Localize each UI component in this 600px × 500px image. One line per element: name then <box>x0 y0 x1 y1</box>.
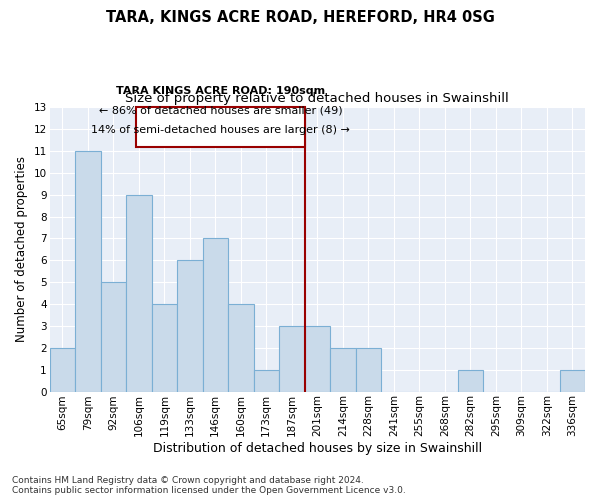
Bar <box>228 304 254 392</box>
Bar <box>101 282 126 392</box>
Bar <box>203 238 228 392</box>
Bar <box>152 304 177 392</box>
Bar <box>330 348 356 392</box>
Bar <box>560 370 585 392</box>
Bar <box>177 260 203 392</box>
Text: 14% of semi-detached houses are larger (8) →: 14% of semi-detached houses are larger (… <box>91 125 350 135</box>
Bar <box>279 326 305 392</box>
Text: Contains HM Land Registry data © Crown copyright and database right 2024.
Contai: Contains HM Land Registry data © Crown c… <box>12 476 406 495</box>
X-axis label: Distribution of detached houses by size in Swainshill: Distribution of detached houses by size … <box>153 442 482 455</box>
Text: TARA, KINGS ACRE ROAD, HEREFORD, HR4 0SG: TARA, KINGS ACRE ROAD, HEREFORD, HR4 0SG <box>106 10 494 25</box>
Bar <box>126 194 152 392</box>
Bar <box>305 326 330 392</box>
Bar <box>356 348 381 392</box>
Bar <box>136 107 305 146</box>
Text: TARA KINGS ACRE ROAD: 190sqm: TARA KINGS ACRE ROAD: 190sqm <box>116 86 325 96</box>
Bar <box>254 370 279 392</box>
Bar <box>458 370 483 392</box>
Text: ← 86% of detached houses are smaller (49): ← 86% of detached houses are smaller (49… <box>98 106 342 116</box>
Bar <box>50 348 75 392</box>
Title: Size of property relative to detached houses in Swainshill: Size of property relative to detached ho… <box>125 92 509 104</box>
Bar <box>75 151 101 392</box>
Y-axis label: Number of detached properties: Number of detached properties <box>15 156 28 342</box>
